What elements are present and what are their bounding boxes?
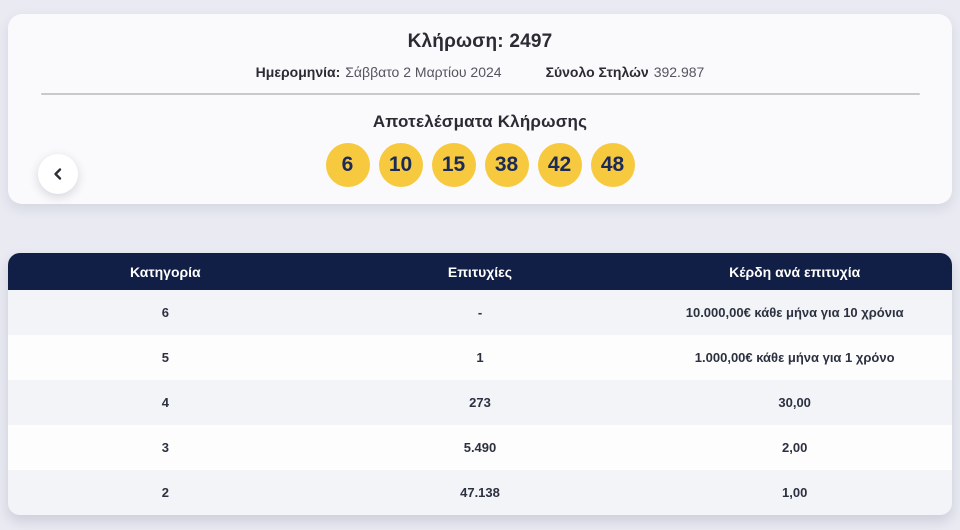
cell-prize: 1.000,00€ κάθε μήνα για 1 χρόνο <box>694 350 895 365</box>
prize-table-body: 6 - 10.000,00€ κάθε μήνα για 10 χρόνια 5… <box>8 290 952 515</box>
total-columns-label: Σύνολο Στηλών <box>545 64 649 80</box>
cell-category: 6 <box>161 305 169 320</box>
total-columns: Σύνολο Στηλών 392.987 <box>546 63 705 81</box>
draw-date-value: Σάββατο 2 Μαρτίου 2024 <box>345 64 502 80</box>
cell-prize: 30,00 <box>778 395 811 410</box>
cell-hits: - <box>477 305 483 320</box>
table-row: 6 - 10.000,00€ κάθε μήνα για 10 χρόνια <box>8 290 952 335</box>
draw-meta: Ημερομηνία: Σάββατο 2 Μαρτίου 2024 Σύνολο… <box>8 63 952 81</box>
lotto-ball: 10 <box>378 143 423 187</box>
cell-category: 2 <box>161 485 169 500</box>
prize-table: Κατηγορία Επιτυχίες Κέρδη ανά επιτυχία 6… <box>8 253 952 515</box>
lotto-ball: 15 <box>431 143 476 187</box>
draw-title: Κλήρωση: 2497 <box>407 31 553 52</box>
lotto-ball: 48 <box>590 143 635 187</box>
column-header-prize: Κέρδη ανά επιτυχία <box>729 263 861 280</box>
cell-hits: 1 <box>476 350 484 365</box>
total-columns-value: 392.987 <box>653 64 705 80</box>
chevron-left-icon <box>51 167 65 181</box>
cell-hits: 5.490 <box>463 440 497 455</box>
draw-date: Ημερομηνία: Σάββατο 2 Μαρτίου 2024 <box>256 63 502 81</box>
winning-numbers: 6 10 15 38 42 48 <box>8 143 952 187</box>
table-row: 3 5.490 2,00 <box>8 425 952 470</box>
column-header-category: Κατηγορία <box>129 263 201 280</box>
draw-card: Κλήρωση: 2497 Ημερομηνία: Σάββατο 2 Μαρτί… <box>8 14 952 204</box>
table-row: 2 47.138 1,00 <box>8 470 952 515</box>
column-header-hits: Επιτυχίες <box>447 263 513 280</box>
cell-category: 5 <box>161 350 169 365</box>
draw-date-label: Ημερομηνία: <box>255 64 341 80</box>
results-heading: Αποτελέσματα Κλήρωσης <box>372 112 588 131</box>
previous-draw-button[interactable] <box>38 154 78 194</box>
lotto-ball: 38 <box>484 143 529 187</box>
cell-category: 3 <box>161 440 169 455</box>
cell-hits: 47.138 <box>460 485 500 500</box>
cell-hits: 273 <box>469 395 491 410</box>
lotto-ball: 6 <box>325 143 370 187</box>
cell-prize: 2,00 <box>782 440 808 455</box>
prize-table-header: Κατηγορία Επιτυχίες Κέρδη ανά επιτυχία <box>8 253 952 290</box>
table-row: 5 1 1.000,00€ κάθε μήνα για 1 χρόνο <box>8 335 952 380</box>
cell-prize: 1,00 <box>782 485 808 500</box>
divider <box>41 93 920 95</box>
cell-category: 4 <box>161 395 169 410</box>
lotto-ball: 42 <box>537 143 582 187</box>
cell-prize: 10.000,00€ κάθε μήνα για 10 χρόνια <box>685 305 904 320</box>
table-row: 4 273 30,00 <box>8 380 952 425</box>
